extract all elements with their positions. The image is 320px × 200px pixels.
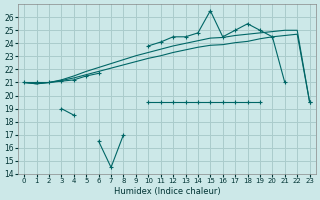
X-axis label: Humidex (Indice chaleur): Humidex (Indice chaleur) [114, 187, 220, 196]
